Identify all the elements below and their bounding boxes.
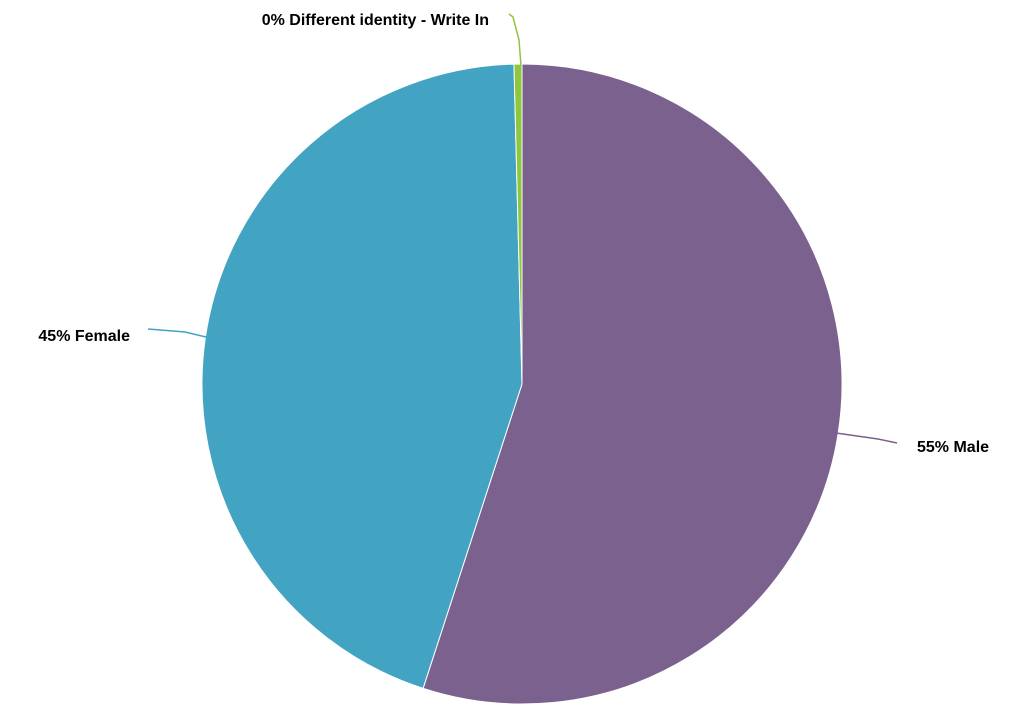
labels-layer: 55% Male 45% Female 0% Different identity … bbox=[38, 12, 989, 456]
leader-line-male bbox=[835, 432, 898, 444]
slice-label-female: 45% Female bbox=[38, 328, 130, 345]
leader-line-different-identity-write-in bbox=[508, 13, 522, 67]
slice-label-different-identity-write-in: 0% Different identity - Write In bbox=[262, 12, 489, 29]
leader-line-female bbox=[147, 328, 207, 338]
slices-layer bbox=[201, 63, 843, 704]
slice-label-male: 55% Male bbox=[917, 439, 989, 456]
leader-lines-layer bbox=[147, 13, 898, 444]
pie-slice-male bbox=[422, 63, 843, 704]
pie-slice-female bbox=[201, 63, 523, 689]
pie-slice-different-identity-write-in bbox=[513, 63, 523, 385]
